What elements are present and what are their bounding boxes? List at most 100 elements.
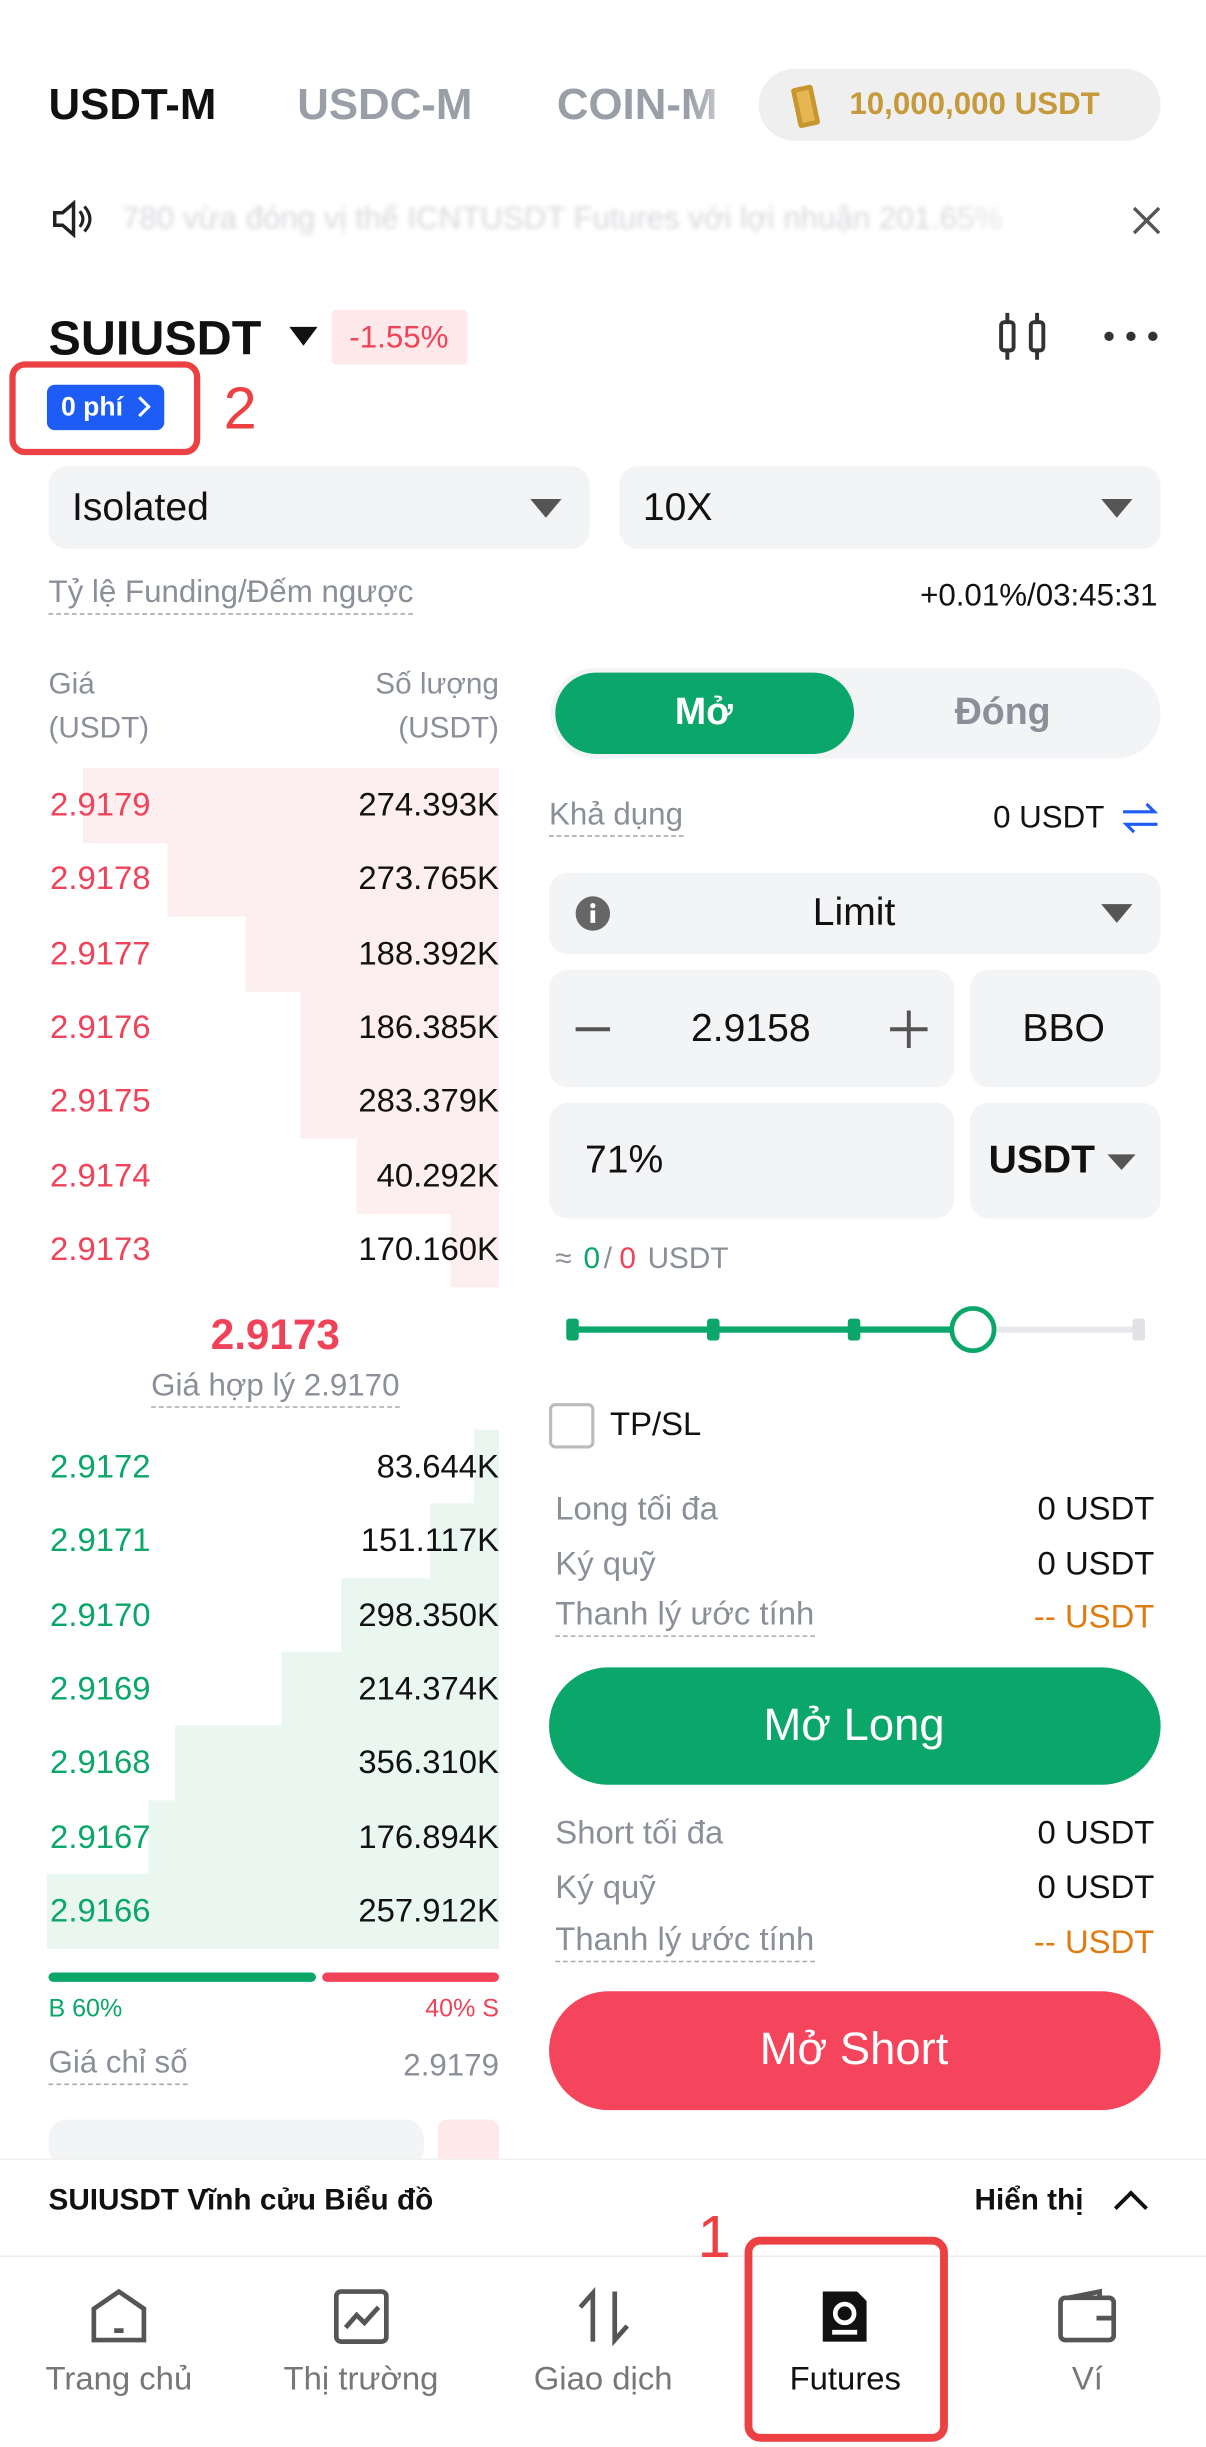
nav-icon[interactable]	[814, 2285, 877, 2348]
tpsl-checkbox[interactable]	[549, 1403, 595, 1449]
change: -1.55%	[349, 320, 449, 356]
toggle-caret	[1112, 2187, 1150, 2212]
bid-price: 2.9167	[50, 1819, 151, 1856]
bid-price: 2.9171	[50, 1523, 151, 1560]
announcement: 780 vừa đóng vị thế ICNTUSDT Futures với…	[122, 203, 1003, 235]
bid-qty: 214.374K	[358, 1671, 499, 1708]
bid-qty: 151.117K	[360, 1523, 499, 1560]
transfer-icon[interactable]	[1120, 801, 1161, 835]
slider-step	[707, 1318, 720, 1341]
balance-pill[interactable]	[758, 68, 1161, 141]
gold-icon	[782, 81, 835, 131]
amount-unit: USDT	[988, 1137, 1096, 1182]
book-header: (USDT)	[48, 712, 150, 746]
ask-price: 2.9179	[50, 787, 151, 824]
ask-depth-bar	[300, 989, 499, 1066]
open-tab[interactable]	[555, 672, 855, 754]
info-value: -- USDT	[1033, 1924, 1155, 1961]
info-label: Thanh lý ước tính	[555, 1923, 815, 1963]
nav-label[interactable]: Trang chủ	[45, 2361, 193, 2398]
fee-badge[interactable]	[46, 384, 165, 431]
long-button[interactable]	[549, 1667, 1161, 1785]
dropdown[interactable]	[48, 466, 590, 550]
nav-label[interactable]: Thị trường	[283, 2361, 439, 2398]
dropdown-value: 10X	[642, 485, 713, 530]
ask-qty: 40.292K	[376, 1157, 499, 1194]
chart-bar[interactable]	[0, 2158, 1206, 2258]
info-value: 0 USDT	[1037, 1491, 1155, 1528]
info-label: Thanh lý ước tính	[555, 1598, 815, 1637]
available-label: Khả dụng	[549, 799, 683, 837]
order-type[interactable]	[549, 872, 1161, 955]
info-label: Ký quỹ	[555, 1546, 656, 1583]
minus-icon[interactable]	[572, 1010, 613, 1048]
more-icon[interactable]	[1101, 322, 1164, 350]
info-value: 0 USDT	[1037, 1870, 1155, 1906]
nav-bar	[0, 2257, 1206, 2447]
slider-step	[1132, 1318, 1145, 1341]
info-icon	[574, 895, 612, 933]
estimate: 0	[619, 1242, 636, 1276]
ask-qty: 188.392K	[358, 935, 499, 972]
close-tab-label[interactable]: Đóng	[954, 691, 1051, 734]
nav-label[interactable]: Ví	[1071, 2361, 1103, 2398]
index-label: Giá chỉ số	[48, 2048, 188, 2086]
buy-ratio: B 60%	[48, 1995, 123, 2023]
ask-qty: 283.379K	[358, 1083, 499, 1120]
ratio-bar-sell	[322, 1972, 499, 1982]
ask-price: 2.9173	[50, 1231, 151, 1268]
amount-input[interactable]	[549, 1102, 955, 1219]
plus-icon[interactable]	[888, 1009, 929, 1050]
info-value: -- USDT	[1033, 1599, 1155, 1636]
ask-price: 2.9174	[50, 1157, 151, 1194]
chart-icon[interactable]	[995, 310, 1051, 363]
close-icon[interactable]	[1129, 203, 1163, 237]
nav-icon[interactable]	[88, 2285, 151, 2348]
info-value: 0 USDT	[1037, 1815, 1155, 1852]
dropdown[interactable]	[619, 466, 1161, 550]
slider-fill	[570, 1326, 973, 1333]
chart-bar-title: SUIUSDT Vĩnh cửu Biểu đồ	[48, 2184, 434, 2218]
bid-depth-bar	[473, 1429, 499, 1505]
bid-price: 2.9166	[50, 1893, 151, 1930]
bid-price: 2.9169	[50, 1671, 151, 1708]
ratio-bar-buy	[48, 1972, 316, 1982]
market-tab[interactable]: USDC-M	[297, 79, 473, 129]
info-label: Long tối đa	[555, 1491, 718, 1528]
bid-depth-bar	[340, 1577, 499, 1653]
market-tab[interactable]: USDT-M	[48, 79, 217, 129]
symbol[interactable]: SUIUSDT	[48, 310, 262, 366]
balance: 10,000,000 USDT	[849, 87, 1100, 123]
estimate: ≈	[555, 1242, 572, 1276]
ask-depth-bar	[82, 768, 499, 844]
slider-knob[interactable]	[949, 1306, 997, 1354]
info-value: 0 USDT	[1037, 1546, 1155, 1583]
nav-label[interactable]: Futures	[789, 2361, 901, 2398]
price-input[interactable]	[549, 969, 955, 1088]
bid-qty: 298.350K	[358, 1597, 499, 1634]
announcement-fade	[938, 187, 1111, 251]
bid-qty: 83.644K	[376, 1449, 499, 1486]
nav-icon[interactable]	[572, 2285, 635, 2348]
speaker-icon	[50, 199, 97, 240]
bid-qty: 356.310K	[358, 1745, 499, 1782]
order-type-caret	[1100, 903, 1134, 925]
ask-depth-bar	[356, 1137, 499, 1214]
bid-depth-bar	[148, 1799, 499, 1875]
book-header: Số lượng	[375, 668, 499, 702]
bbo-button[interactable]	[969, 969, 1161, 1088]
ask-price: 2.9176	[50, 1009, 151, 1046]
nav-label[interactable]: Giao dịch	[533, 2361, 673, 2398]
fee-chevron	[135, 394, 154, 419]
short-button[interactable]	[549, 1991, 1161, 2111]
ask-price: 2.9178	[50, 861, 151, 898]
slider-step	[847, 1318, 861, 1341]
bid-price: 2.9170	[50, 1597, 151, 1634]
unit-caret	[1106, 1151, 1137, 1171]
ask-qty: 186.385K	[358, 1009, 499, 1046]
nav-icon[interactable]	[1056, 2285, 1119, 2348]
estimate: 0	[583, 1242, 600, 1276]
change-badge	[331, 309, 468, 365]
nav-icon[interactable]	[330, 2285, 393, 2348]
price-value: 2.9158	[691, 1006, 811, 1051]
